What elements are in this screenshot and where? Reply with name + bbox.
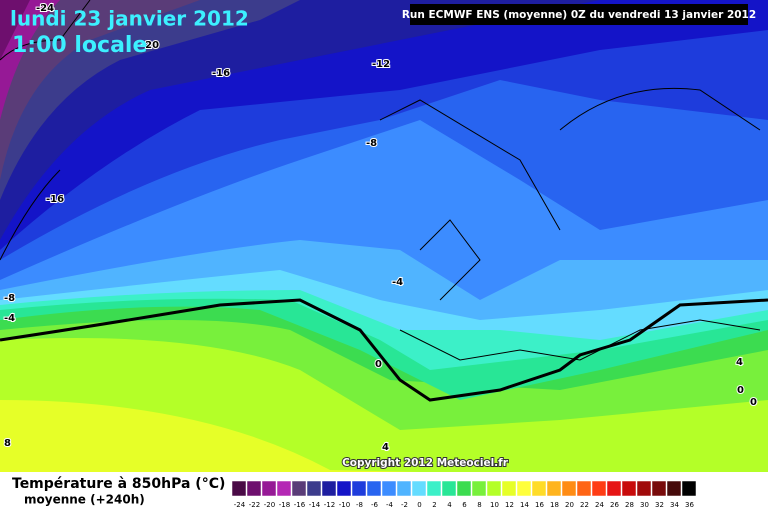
contour-label: 4 [382, 442, 389, 453]
contour-label: -16 [212, 68, 230, 79]
contour-label: 0 [750, 397, 757, 408]
contour-label: 8 [4, 438, 11, 449]
scale-swatch [486, 480, 502, 497]
contour-label: -4 [392, 277, 403, 288]
scale-swatch [591, 480, 607, 497]
scale-swatch [366, 480, 382, 497]
scale-swatch [411, 480, 427, 497]
scale-label: 20 [565, 501, 574, 509]
scale-swatch [666, 480, 682, 497]
scale-swatch [501, 480, 517, 497]
time: 1:00 locale [12, 33, 147, 58]
scale-label: 0 [417, 501, 421, 509]
contour-label: -8 [366, 138, 377, 149]
scale-label: 36 [685, 501, 694, 509]
copyright: Copyright 2012 Meteociel.fr [342, 457, 509, 469]
scale-swatch [291, 480, 307, 497]
scale-label: 6 [462, 501, 467, 509]
scale-swatch [441, 480, 457, 497]
scale-swatch [246, 480, 262, 497]
color-scale: -24 -22 -20 -18 -16 -14 -12 -10 -8 -6 -4 -2 0 2 4 6 8 10 1… [231, 480, 697, 509]
run-info: Run ECMWF ENS (moyenne) 0Z du vendredi 1… [402, 9, 756, 21]
scale-swatch [231, 480, 247, 497]
zero-isotherm [0, 298, 768, 402]
date: lundi 23 janvier 2012 [10, 7, 249, 31]
coastlines [0, 0, 761, 361]
scale-label: 14 [520, 501, 529, 509]
scale-label: 8 [477, 501, 481, 509]
scale-swatch [261, 480, 277, 497]
scale-swatch [456, 480, 472, 497]
scale-label: -4 [386, 501, 394, 509]
contour-label: -8 [4, 293, 15, 304]
scale-label: -24 [234, 501, 246, 509]
scale-swatch [636, 480, 652, 497]
scale-swatch [336, 480, 352, 497]
scale-swatch [516, 480, 532, 497]
run-box [410, 4, 748, 25]
scale-label: -16 [294, 501, 306, 509]
temp-band [0, 0, 768, 240]
scale-swatch [276, 480, 292, 497]
scale-swatch [396, 480, 412, 497]
scale-label: -14 [309, 501, 321, 509]
scale-label: -20 [264, 501, 275, 509]
scale-label: 28 [625, 501, 634, 509]
scale-label: -8 [356, 501, 363, 509]
scale-label: 34 [670, 501, 679, 509]
footer-subtitle: moyenne (+240h) [24, 493, 145, 507]
scale-swatch [546, 480, 562, 497]
scale-label: 12 [505, 501, 514, 509]
contour-label: -4 [4, 313, 15, 324]
scale-label: -10 [339, 501, 350, 509]
scale-label: -2 [401, 501, 408, 509]
scale-swatch [306, 480, 322, 497]
scale-label: -18 [279, 501, 290, 509]
scale-label: 10 [490, 501, 499, 509]
contour-label: 0 [375, 359, 382, 370]
contour-label: 4 [736, 357, 743, 368]
contour-label: -20 [141, 40, 159, 51]
scale-label: -6 [371, 501, 379, 509]
scale-label: -12 [324, 501, 335, 509]
contour-label: -24 [36, 3, 54, 14]
scale-label: 24 [595, 501, 604, 509]
scale-label: 22 [580, 501, 589, 509]
scale-swatch [576, 480, 592, 497]
scale-swatch [381, 480, 397, 497]
scale-label: 2 [432, 501, 436, 509]
scale-swatch [561, 480, 577, 497]
scale-swatch [471, 480, 487, 497]
scale-swatch [606, 480, 622, 497]
scale-swatch [681, 480, 697, 497]
contour-label: -16 [46, 194, 64, 205]
footer-title: Température à 850hPa (°C) [12, 476, 225, 492]
contour-label: -12 [372, 59, 390, 70]
scale-swatch [426, 480, 442, 497]
scale-swatch [321, 480, 337, 497]
scale-label: 30 [640, 501, 649, 509]
contour-label: 0 [737, 385, 744, 396]
scale-label: 18 [550, 501, 559, 509]
scale-swatch [621, 480, 637, 497]
scale-swatch [531, 480, 547, 497]
scale-swatch [351, 480, 367, 497]
scale-label: 16 [535, 501, 544, 509]
scale-label: 4 [447, 501, 452, 509]
scale-label: -22 [249, 501, 260, 509]
scale-swatch [651, 480, 667, 497]
scale-label: 32 [655, 501, 664, 509]
scale-label: 26 [610, 501, 619, 509]
